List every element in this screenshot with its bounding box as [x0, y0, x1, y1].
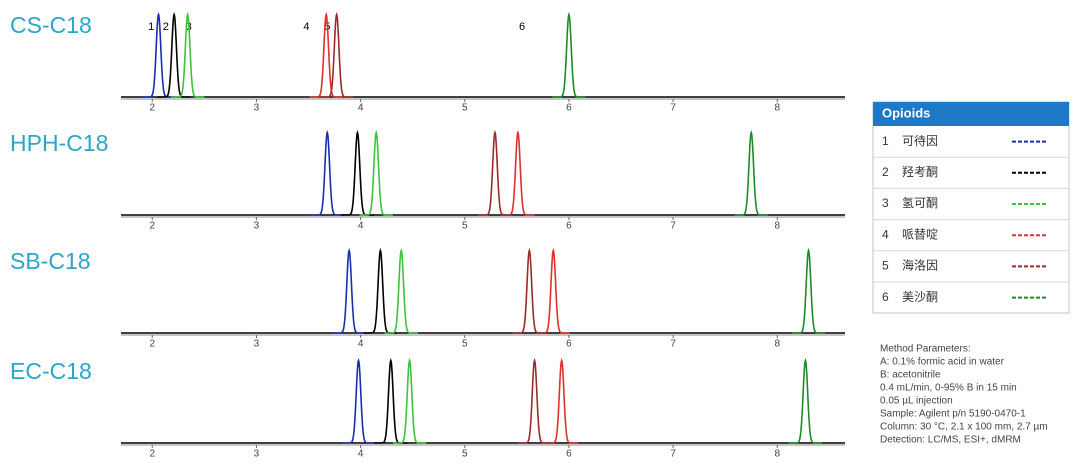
legend-number: 2 — [882, 165, 889, 179]
peak — [157, 11, 191, 98]
legend-number: 3 — [882, 196, 889, 210]
peak — [319, 11, 354, 98]
x-tick-label: 2 — [149, 221, 155, 232]
legend-number: 4 — [882, 227, 889, 241]
legend-header — [873, 102, 1069, 126]
peak-label: 1 — [148, 21, 154, 33]
method-line: B: acetonitrile — [880, 370, 941, 381]
peak — [512, 247, 547, 334]
panel-title: CS-C18 — [10, 12, 92, 38]
x-tick-label: 5 — [462, 449, 468, 460]
legend-number: 1 — [882, 134, 889, 148]
x-tick-label: 8 — [775, 221, 781, 232]
peak — [309, 11, 343, 98]
x-tick-label: 4 — [358, 103, 364, 114]
peak-label: 2 — [163, 21, 169, 33]
peak — [384, 247, 418, 334]
legend-name: 海洛因 — [902, 258, 938, 273]
peak — [332, 247, 366, 334]
x-tick-label: 2 — [149, 449, 155, 460]
x-tick-label: 5 — [462, 221, 468, 232]
peak-label: 4 — [303, 21, 309, 33]
peak-label: 6 — [519, 21, 525, 33]
x-tick-label: 6 — [566, 339, 572, 350]
method-line: 0.4 mL/min, 0-95% B in 15 min — [880, 383, 1017, 394]
x-tick-label: 2 — [149, 103, 155, 114]
peak — [501, 129, 535, 216]
x-tick-label: 4 — [358, 339, 364, 350]
legend-name: 美沙酮 — [902, 290, 938, 304]
legend-name: 羟考酮 — [902, 164, 938, 179]
x-tick-label: 3 — [254, 221, 260, 232]
peak — [341, 357, 376, 444]
x-tick-label: 4 — [358, 221, 364, 232]
x-tick-label: 7 — [670, 339, 676, 350]
x-tick-label: 6 — [566, 449, 572, 460]
peak — [536, 247, 570, 334]
method-line: Method Parameters: — [880, 344, 971, 355]
peak — [392, 357, 427, 444]
peak — [788, 357, 823, 444]
legend-number: 6 — [882, 290, 889, 304]
x-tick-label: 6 — [566, 221, 572, 232]
panel-title: EC-C18 — [10, 358, 92, 384]
x-tick-label: 4 — [358, 449, 364, 460]
x-tick-label: 7 — [670, 221, 676, 232]
method-line: 0.05 µL injection — [880, 396, 953, 407]
x-tick-label: 5 — [462, 103, 468, 114]
x-tick-label: 3 — [254, 449, 260, 460]
legend-number: 5 — [882, 259, 889, 273]
x-tick-label: 5 — [462, 339, 468, 350]
x-tick-label: 7 — [670, 449, 676, 460]
method-line: Column: 30 °C, 2.1 x 100 mm, 2.7 µm — [880, 422, 1048, 433]
peak — [171, 11, 205, 98]
x-tick-label: 2 — [149, 339, 155, 350]
panel-title: SB-C18 — [10, 248, 91, 274]
x-tick-label: 7 — [670, 103, 676, 114]
x-tick-label: 8 — [775, 103, 781, 114]
x-tick-label: 8 — [775, 449, 781, 460]
peak — [544, 357, 579, 444]
peak — [791, 247, 826, 334]
peak — [478, 129, 512, 216]
peak — [340, 129, 375, 216]
peak — [359, 129, 393, 216]
peak — [310, 129, 344, 216]
peak — [374, 357, 408, 444]
peak — [552, 11, 586, 98]
panel-title: HPH-C18 — [10, 130, 108, 156]
peak — [734, 129, 768, 216]
legend-name: 氢可酮 — [902, 195, 938, 210]
peak — [141, 11, 176, 98]
method-line: Detection: LC/MS, ESI+, dMRM — [880, 435, 1021, 446]
method-line: Sample: Agilent p/n 5190-0470-1 — [880, 409, 1026, 420]
legend-title: Opioids — [882, 105, 930, 120]
x-tick-label: 3 — [254, 339, 260, 350]
x-tick-label: 8 — [775, 339, 781, 350]
legend-box — [872, 101, 1070, 314]
legend-name: 可待因 — [902, 134, 938, 148]
x-tick-label: 3 — [254, 103, 260, 114]
x-tick-label: 6 — [566, 103, 572, 114]
method-line: A: 0.1% formic acid in water — [880, 357, 1005, 368]
legend-name: 哌替啶 — [902, 227, 938, 241]
peak — [517, 357, 552, 444]
peak — [363, 247, 398, 334]
